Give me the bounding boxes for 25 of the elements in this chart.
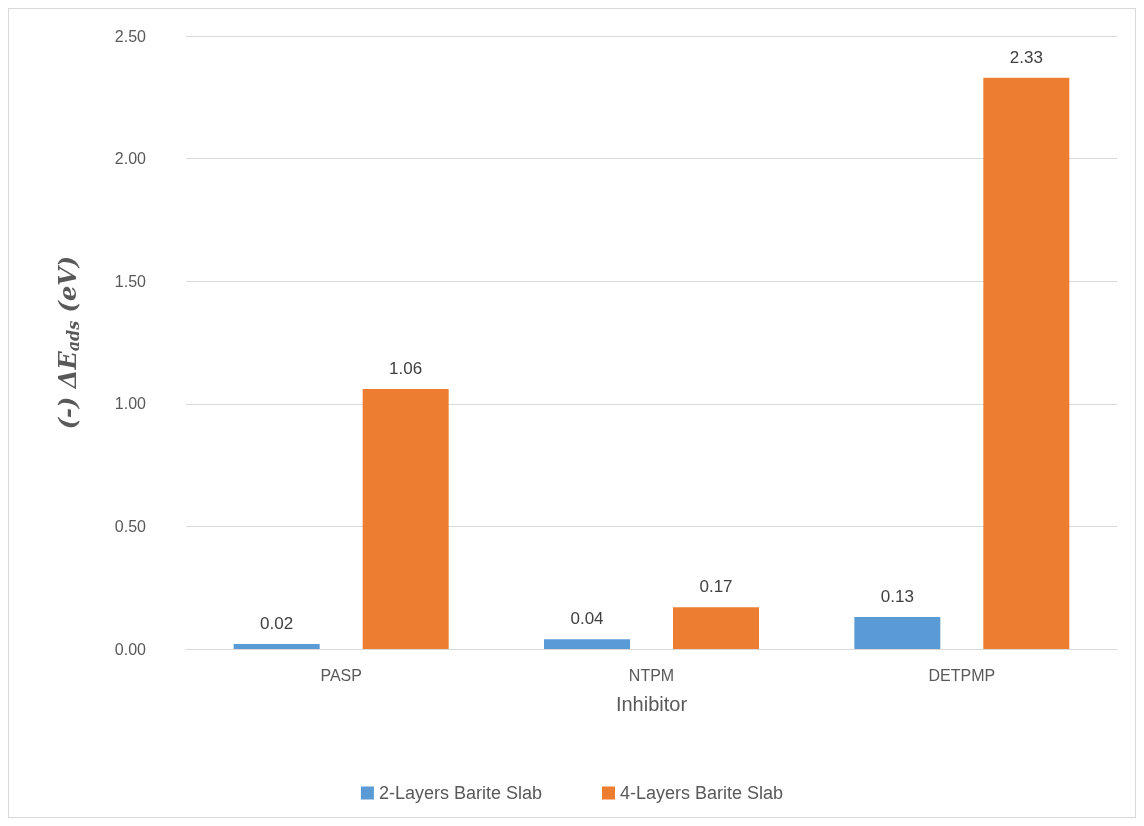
y-tick-label: 0.00 [114,640,147,658]
bar [983,77,1070,649]
y-tick-label: 1.00 [114,395,147,413]
data-label: 1.06 [389,359,423,379]
data-label: 0.17 [699,577,733,597]
data-label: 0.13 [880,587,914,607]
bar [362,389,449,649]
y-tick-label: 2.50 [114,27,147,45]
bar [233,644,320,649]
x-tick-label: DETPMP [928,666,996,684]
legend-label: 2-Layers Barite Slab [378,783,543,803]
x-tick-label: NTPM [628,666,675,684]
y-axis-title: (-) ΔEads (eV) [52,255,83,430]
y-tick-label: 0.50 [114,517,147,535]
bar [854,617,941,649]
data-label: 2.33 [1009,47,1043,67]
y-tick-label: 2.00 [114,150,147,168]
y-tick-label: 1.50 [114,272,147,290]
legend-label: 4-Layers Barite Slab [620,783,784,803]
data-label: 0.02 [260,614,294,634]
data-label: 0.04 [570,609,604,629]
x-axis-title: Inhibitor [615,693,688,715]
bar [673,607,759,649]
x-tick-label: PASP [320,666,362,684]
bar [544,639,630,649]
